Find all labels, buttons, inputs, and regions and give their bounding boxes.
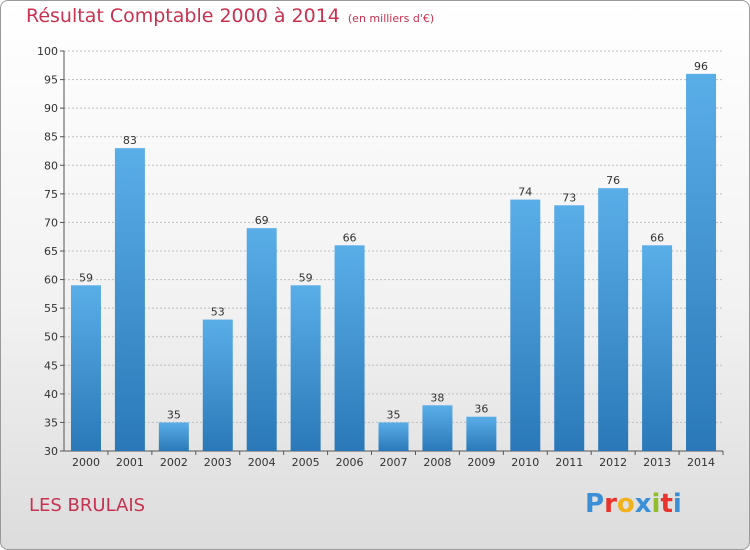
y-tick-label: 60 — [44, 274, 58, 287]
y-tick-label: 75 — [44, 188, 58, 201]
y-tick-label: 85 — [44, 131, 58, 144]
logo-letter: r — [604, 489, 617, 519]
bar-2005 — [290, 285, 321, 451]
y-tick-label: 70 — [44, 216, 58, 229]
bar-2011 — [554, 205, 585, 451]
y-tick-label: 95 — [44, 74, 58, 87]
bar-2008 — [422, 405, 453, 451]
x-tick-label-2010: 2010 — [511, 456, 539, 469]
bar-2012 — [598, 188, 629, 451]
bar-2013 — [642, 245, 673, 451]
bar-2001 — [114, 148, 145, 451]
data-label-2012: 76 — [606, 174, 620, 187]
data-label-2004: 69 — [255, 214, 269, 227]
data-label-2010: 74 — [518, 186, 532, 199]
bar-2004 — [246, 228, 277, 451]
data-label-2006: 66 — [343, 231, 357, 244]
x-tick-label-2008: 2008 — [423, 456, 451, 469]
data-label-2009: 36 — [474, 403, 488, 416]
y-tick-label: 65 — [44, 245, 58, 258]
x-tick-label-2006: 2006 — [336, 456, 364, 469]
logo-letter: x — [634, 489, 652, 519]
data-label-2008: 38 — [430, 391, 444, 404]
x-tick-label-2009: 2009 — [467, 456, 495, 469]
y-tick-label: 80 — [44, 159, 58, 172]
y-tick-label: 55 — [44, 302, 58, 315]
y-tick-label: 30 — [44, 445, 58, 458]
x-tick-label-2014: 2014 — [687, 456, 715, 469]
data-label-2014: 96 — [694, 60, 708, 73]
bar-2000 — [70, 285, 101, 451]
bar-2010 — [510, 199, 541, 451]
data-label-2011: 73 — [562, 191, 576, 204]
x-tick-label-2005: 2005 — [292, 456, 320, 469]
y-tick-label: 100 — [37, 45, 58, 58]
logo-letter: i — [672, 489, 682, 519]
y-tick-label: 45 — [44, 359, 58, 372]
data-label-2007: 35 — [387, 408, 401, 421]
x-tick-label-2011: 2011 — [555, 456, 583, 469]
data-label-2000: 59 — [79, 271, 93, 284]
bar-2003 — [202, 319, 233, 451]
logo-letter: i — [651, 489, 661, 519]
data-label-2002: 35 — [167, 408, 181, 421]
x-tick-label-2012: 2012 — [599, 456, 627, 469]
data-label-2005: 59 — [299, 271, 313, 284]
x-tick-label-2013: 2013 — [643, 456, 671, 469]
bars — [70, 73, 717, 451]
y-tick-label: 35 — [44, 416, 58, 429]
data-label-2001: 83 — [123, 134, 137, 147]
bar-2002 — [158, 422, 189, 451]
logo-letter: P — [585, 489, 605, 519]
chart-title: Résultat Comptable 2000 à 2014 — [26, 5, 340, 27]
commune-name: LES BRULAIS — [29, 495, 146, 516]
x-tick-label-2002: 2002 — [160, 456, 188, 469]
x-tick-label-2004: 2004 — [248, 456, 276, 469]
x-tick-label-2000: 2000 — [72, 456, 100, 469]
y-tick-label: 40 — [44, 388, 58, 401]
proxiti-logo: Proxiti — [585, 489, 682, 519]
y-tick-label: 90 — [44, 102, 58, 115]
bar-2009 — [466, 416, 497, 451]
bar-2006 — [334, 245, 365, 451]
axes: 30 35 40 45 50 55 60 65 70 75 80 85 90 95 100 2000 2001 2… — [37, 45, 724, 469]
bar-2014 — [686, 73, 717, 451]
labels: 59 83 35 53 69 59 66 35 38 36 74 73 76 66 96 — [79, 60, 708, 422]
x-tick-label-2007: 2007 — [380, 456, 408, 469]
chart-subtitle: (en milliers d'€) — [347, 12, 435, 25]
y-tick-label: 50 — [44, 331, 58, 344]
x-tick-label-2001: 2001 — [116, 456, 144, 469]
data-label-2003: 53 — [211, 306, 225, 319]
logo-letter: o — [616, 489, 635, 519]
title-line: Résultat Comptable 2000 à 2014 (en millie… — [26, 5, 434, 27]
x-tick-label-2003: 2003 — [204, 456, 232, 469]
bar-2007 — [378, 422, 409, 451]
logo-letter: t — [660, 489, 673, 519]
data-label-2013: 66 — [650, 231, 664, 244]
